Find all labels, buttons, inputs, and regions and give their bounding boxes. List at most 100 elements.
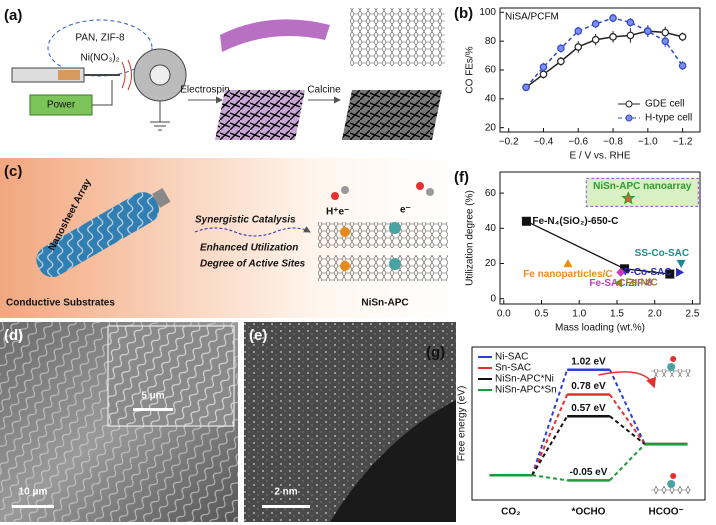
power-text: Power [47,100,76,111]
y-axis-label: CO FEs/% [465,46,476,93]
syringe-fluid [58,70,80,80]
fiber-mat-mesh [215,90,305,140]
scale-bar [262,505,310,508]
collector-hub [149,64,171,86]
series-label: Fe-N₄(SiO₂)-650-C [532,216,618,227]
y-axis-label: Utilization degree (%) [465,190,476,286]
y-tick-label: 20 [485,122,497,133]
x-axis-label: Mass loading (wt.%) [555,323,645,334]
panel-label: (e) [249,327,267,344]
y-tick-label: 60 [485,65,497,76]
legend-label: NiSn-APC*Sn [495,385,557,396]
x-tick-label: CO₂ [501,507,520,518]
x-tick-label: −1.2 [673,137,693,148]
panel-label: (c) [4,163,22,180]
substrate-text: Conductive Substrates [6,298,115,309]
data-label: -0.05 eV [570,467,608,478]
molecule-atom [667,480,676,488]
x-tick-label: 2.5 [685,309,699,320]
panel-e: (e) 2 nm [244,322,456,522]
panel-d: 5 μm (d) 10 μm [0,322,238,522]
connector [531,369,569,476]
y-axis-label: Free energy (eV) [457,386,468,462]
panel-label: (f) [454,169,469,186]
molecule-atom [670,473,677,479]
connector [531,394,569,476]
x-tick-label: −1.0 [638,137,658,148]
scale-bar [12,505,54,508]
scale-text: 5 μm [141,391,164,402]
x-axis-label: E / V vs. RHE [569,151,630,162]
data-point [644,27,652,35]
data-point [609,14,617,22]
x-tick-label: *OCHO [572,507,606,518]
atom [426,188,434,196]
data-point [676,259,686,269]
atom [340,261,350,271]
nanosheet-texture [36,192,159,278]
arrow [194,226,311,237]
data-point [621,191,636,205]
atom [341,186,349,194]
graphene [350,8,445,66]
x-tick-label: −0.2 [499,137,519,148]
caption-text: Enhanced Utilization [200,243,298,254]
plot-frame [499,171,701,305]
legend-label: Ni-SAC [495,352,528,363]
y-tick-label: 0 [490,293,496,304]
molecule-surface [651,369,692,377]
data-point [574,43,583,51]
x-tick-label: 0.0 [497,309,511,320]
data-label: 0.78 eV [571,381,606,392]
scale-text: 10 μm [19,487,48,498]
atom [331,192,339,200]
fiber [220,19,330,52]
panel-c: (c) Nanosheet Array Synergistic Catalysi… [0,158,455,318]
highlight-box [585,177,699,207]
series-label: Fe nanoparticles/C [523,269,612,280]
data-point [616,267,626,277]
wire [92,80,113,106]
caption-text: Degree of Active Sites [200,259,306,270]
data-point [678,33,687,41]
lattice [318,255,448,281]
x-tick-label: −0.6 [568,137,588,148]
legend-label: H-type cell [645,113,692,124]
x-tick-label: 0.5 [535,309,549,320]
y-tick-label: 100 [479,7,496,18]
panel-label: (d) [4,327,23,344]
connector [608,369,646,445]
panel-a: (a) PAN, ZIF-8 Ni(NO₃)₂ Power Electrospi… [4,7,445,140]
x-tick-label: 1.5 [610,309,624,320]
panel-label: (b) [454,5,473,22]
data-point [557,44,565,53]
panel-label: (g) [426,344,445,361]
data-point [557,57,565,66]
carbon-mat-mesh [342,90,442,140]
data-point [661,28,670,37]
data-label: 1.02 eV [571,356,606,367]
legend-label: Sn-SAC [495,363,531,374]
series-label: P-Co-SAC [624,267,672,278]
jet [121,59,132,91]
reaction-arrow [598,371,657,389]
electron-text: e⁻ [400,205,411,216]
panel-label: (a) [4,7,22,24]
ground-mark [150,121,170,131]
data-point [678,61,687,70]
series-line [525,17,684,88]
legend-marker [625,114,633,122]
data-point [665,269,675,279]
x-tick-label: HCOO⁻ [649,507,684,518]
x-tick-label: 1.0 [572,309,586,320]
data-label: 0.57 eV [571,403,606,414]
lattice [318,222,448,248]
product-text: NiSn-APC [361,298,408,309]
x-tick-label: 2.0 [648,309,662,320]
connector [532,474,568,482]
molecule-surface [651,486,692,494]
step-text: Electrospin [180,85,229,96]
data-point [574,27,583,35]
data-point [521,216,531,226]
data-point [563,259,573,268]
